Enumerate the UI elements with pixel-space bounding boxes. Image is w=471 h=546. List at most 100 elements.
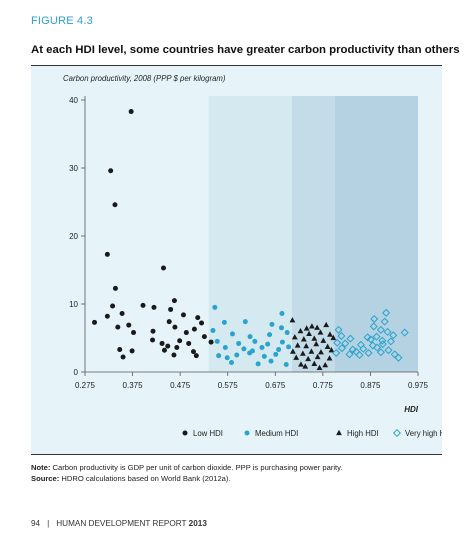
data-point-very-high	[333, 338, 342, 347]
y-tick-label: 30	[69, 164, 78, 173]
x-tick-label: 0.475	[170, 381, 191, 390]
data-point-medium	[279, 339, 285, 345]
figure-title: At each HDI level, some countries have g…	[31, 44, 460, 56]
data-point-low	[131, 330, 137, 336]
data-point-low	[126, 322, 132, 328]
data-point-low	[92, 319, 98, 325]
data-point-very-high	[376, 325, 385, 334]
data-point-medium	[214, 338, 220, 344]
data-point-very-high	[366, 335, 375, 344]
data-point-medium	[279, 311, 285, 317]
data-point-very-high	[384, 346, 393, 355]
x-tick-label: 0.575	[218, 381, 239, 390]
data-point-very-high	[348, 345, 357, 354]
chart-notes: Note: Carbon productivity is GDP per uni…	[31, 462, 343, 484]
data-point-medium	[234, 352, 240, 358]
data-point-medium	[229, 331, 235, 337]
data-point-very-high	[380, 317, 389, 326]
data-point-low	[186, 340, 192, 346]
data-point-medium	[261, 353, 267, 359]
data-point-low	[174, 345, 180, 351]
y-tick-label: 20	[69, 232, 78, 241]
data-point-high	[330, 334, 337, 341]
x-axis-label: HDI	[404, 405, 419, 414]
data-point-very-high	[370, 314, 379, 323]
page-number: 94	[31, 519, 41, 528]
data-point-low	[172, 324, 178, 330]
data-point-medium	[249, 348, 255, 354]
data-point-medium	[224, 355, 230, 361]
x-tick-label: 0.375	[123, 381, 144, 390]
data-point-low	[161, 347, 167, 353]
data-point-low	[191, 326, 197, 332]
data-point-low	[108, 168, 114, 174]
data-point-low	[177, 338, 183, 344]
data-point-medium	[212, 304, 218, 310]
data-point-medium	[216, 353, 222, 359]
chart-bottom-rule	[31, 454, 442, 455]
figure-label: FIGURE 4.3	[31, 15, 93, 27]
data-point-low	[165, 343, 171, 349]
scatter-chart: Carbon productivity, 2008 (PPP $ per kil…	[63, 74, 442, 438]
data-point-very-high	[363, 333, 372, 342]
data-point-low	[180, 312, 186, 318]
y-tick-label: 10	[69, 300, 78, 309]
data-point-high	[316, 364, 323, 371]
y-tick-label: 0	[74, 368, 79, 377]
data-point-low	[171, 352, 177, 358]
data-point-very-high	[389, 331, 398, 340]
chart-panel: Carbon productivity, 2008 (PPP $ per kil…	[31, 66, 442, 454]
data-point-high	[309, 323, 315, 329]
data-point-high	[291, 334, 298, 340]
data-point-low	[128, 109, 134, 115]
data-point-high	[313, 340, 320, 347]
note-label: Note:	[31, 463, 51, 472]
data-point-medium	[221, 319, 227, 325]
source-line: Source: HDRO calculations based on World…	[31, 473, 343, 484]
data-point-high	[323, 321, 330, 328]
data-point-very-high	[334, 325, 343, 334]
data-point-very-high	[369, 322, 378, 331]
data-point-very-high	[400, 328, 409, 337]
data-point-high	[308, 348, 315, 354]
data-point-low	[104, 313, 110, 319]
data-point-medium	[286, 344, 292, 350]
data-point-very-high	[373, 343, 382, 352]
data-point-high	[318, 349, 324, 355]
legend-label-very-high: Very high HDI	[405, 429, 442, 438]
data-point-high	[328, 347, 335, 353]
data-point-high	[320, 337, 327, 343]
data-point-low	[151, 304, 157, 310]
data-point-very-high	[332, 348, 341, 357]
data-point-low	[129, 348, 135, 354]
data-point-low	[168, 306, 174, 312]
data-point-very-high	[337, 344, 346, 353]
data-point-high	[311, 335, 318, 341]
x-tick-label: 0.975	[408, 381, 429, 390]
data-point-medium	[268, 358, 274, 364]
x-tick-label: 0.275	[75, 381, 96, 390]
legend-label-high: High HDI	[347, 429, 379, 438]
data-point-very-high	[372, 332, 381, 341]
data-point-very-high	[359, 344, 368, 353]
data-point-high	[303, 325, 310, 331]
footer-separator: |	[47, 519, 50, 528]
data-point-high	[297, 328, 304, 334]
data-point-very-high	[378, 336, 387, 345]
data-point-high	[293, 354, 300, 360]
data-point-low	[120, 354, 126, 360]
data-point-high	[314, 353, 321, 360]
data-point-low	[150, 337, 156, 343]
data-point-high	[303, 342, 310, 349]
x-tick-label: 0.775	[313, 381, 334, 390]
data-point-low	[112, 285, 118, 291]
data-point-low	[140, 302, 146, 308]
data-point-very-high	[368, 341, 377, 350]
data-point-high	[289, 348, 296, 354]
data-point-high	[299, 350, 306, 356]
data-point-high	[289, 317, 296, 323]
report-year: 2013	[188, 519, 207, 528]
data-point-very-high	[386, 337, 395, 346]
data-point-high	[317, 329, 324, 335]
data-point-medium	[276, 347, 282, 353]
